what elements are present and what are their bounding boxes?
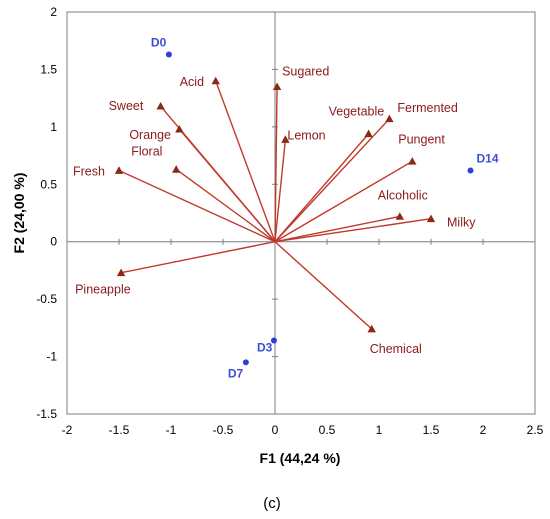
variable-marker [426,214,436,223]
y-tick-label: 1.5 [40,62,57,76]
variable-vectors: Acid Sugared Sweet Orange Lemon Vegetable Ferm… [73,65,476,356]
variable-label: Acid [180,75,204,89]
variable-marker [172,165,181,173]
observation-point [270,337,277,344]
x-tick-label: -2 [62,423,73,437]
variable-label: Orange [129,128,171,142]
variable-marker [175,124,184,133]
x-tick-label: 1.5 [423,423,440,437]
observation-point [467,167,474,174]
x-tick-label: -1.5 [109,423,130,437]
observation-label: D14 [477,152,499,166]
variable-vector [274,218,432,243]
observation-label: D3 [257,340,273,354]
tick-labels: -2 -1.5 -1 -0.5 0 0.5 1 1.5 2 2.5 2 1.5 1 0.5 0 -0.5 -1 -… [36,5,543,437]
variable-label: Fresh [73,165,105,179]
x-tick-label: 2 [480,423,487,437]
variable-marker [211,76,220,85]
variable-vector [215,80,276,242]
y-tick-label: -0.5 [36,292,57,306]
y-tick-label: -1 [46,350,57,364]
variable-marker [364,129,373,138]
y-axis-title: F2 (24,00 %) [11,173,27,254]
variable-label: Floral [131,144,162,158]
variable-vector [274,241,373,330]
x-tick-label: 0 [272,423,279,437]
variable-marker [367,324,376,333]
variable-label: Pungent [398,132,445,146]
variable-label: Pineapple [75,283,131,297]
x-axis-title: F1 (44,24 %) [260,450,341,466]
variable-vector [274,139,287,242]
y-tick-label: -1.5 [36,407,57,421]
variable-label: Alcoholic [378,188,428,202]
plot-frame [66,11,536,415]
variable-vector [274,215,400,243]
observation-point [242,359,249,366]
variable-marker [408,157,417,165]
variable-vector [178,128,276,243]
variable-label: Lemon [287,128,325,142]
variable-marker [116,268,126,277]
x-tick-label: 2.5 [527,423,544,437]
observation-point [165,51,172,58]
variable-marker [281,135,290,143]
variable-label: Sweet [109,99,144,113]
variable-label: Fermented [397,101,457,115]
variable-label: Vegetable [329,105,385,119]
variable-marker [114,166,124,174]
variable-marker [272,82,282,91]
variable-label: Chemical [370,342,422,356]
x-tick-label: 1 [376,423,383,437]
variable-vector [274,160,413,243]
variable-marker [156,101,165,110]
variable-marker [395,212,404,220]
y-tick-label: 1 [50,120,57,134]
y-tick-label: 0.5 [40,177,57,191]
observation-label: D0 [151,35,167,49]
y-tick-label: 2 [50,5,57,19]
variable-vector [175,168,276,243]
variable-vector [274,118,390,243]
variable-vector [274,86,278,242]
variable-label: Milky [447,216,476,230]
plot-border [66,11,536,415]
observation-label: D7 [228,366,244,380]
variable-vector [118,169,276,243]
variable-vector [120,241,276,274]
x-tick-label: -0.5 [213,423,234,437]
variable-marker [385,114,394,123]
observation-points: D0 D14 D3 D7 [151,35,499,380]
y-tick-label: 0 [50,235,57,249]
figure-caption: (c) [263,495,281,512]
x-tick-label: 0.5 [319,423,336,437]
variable-label: Sugared [282,65,329,79]
x-tick-label: -1 [166,423,177,437]
variable-vector [274,133,370,243]
